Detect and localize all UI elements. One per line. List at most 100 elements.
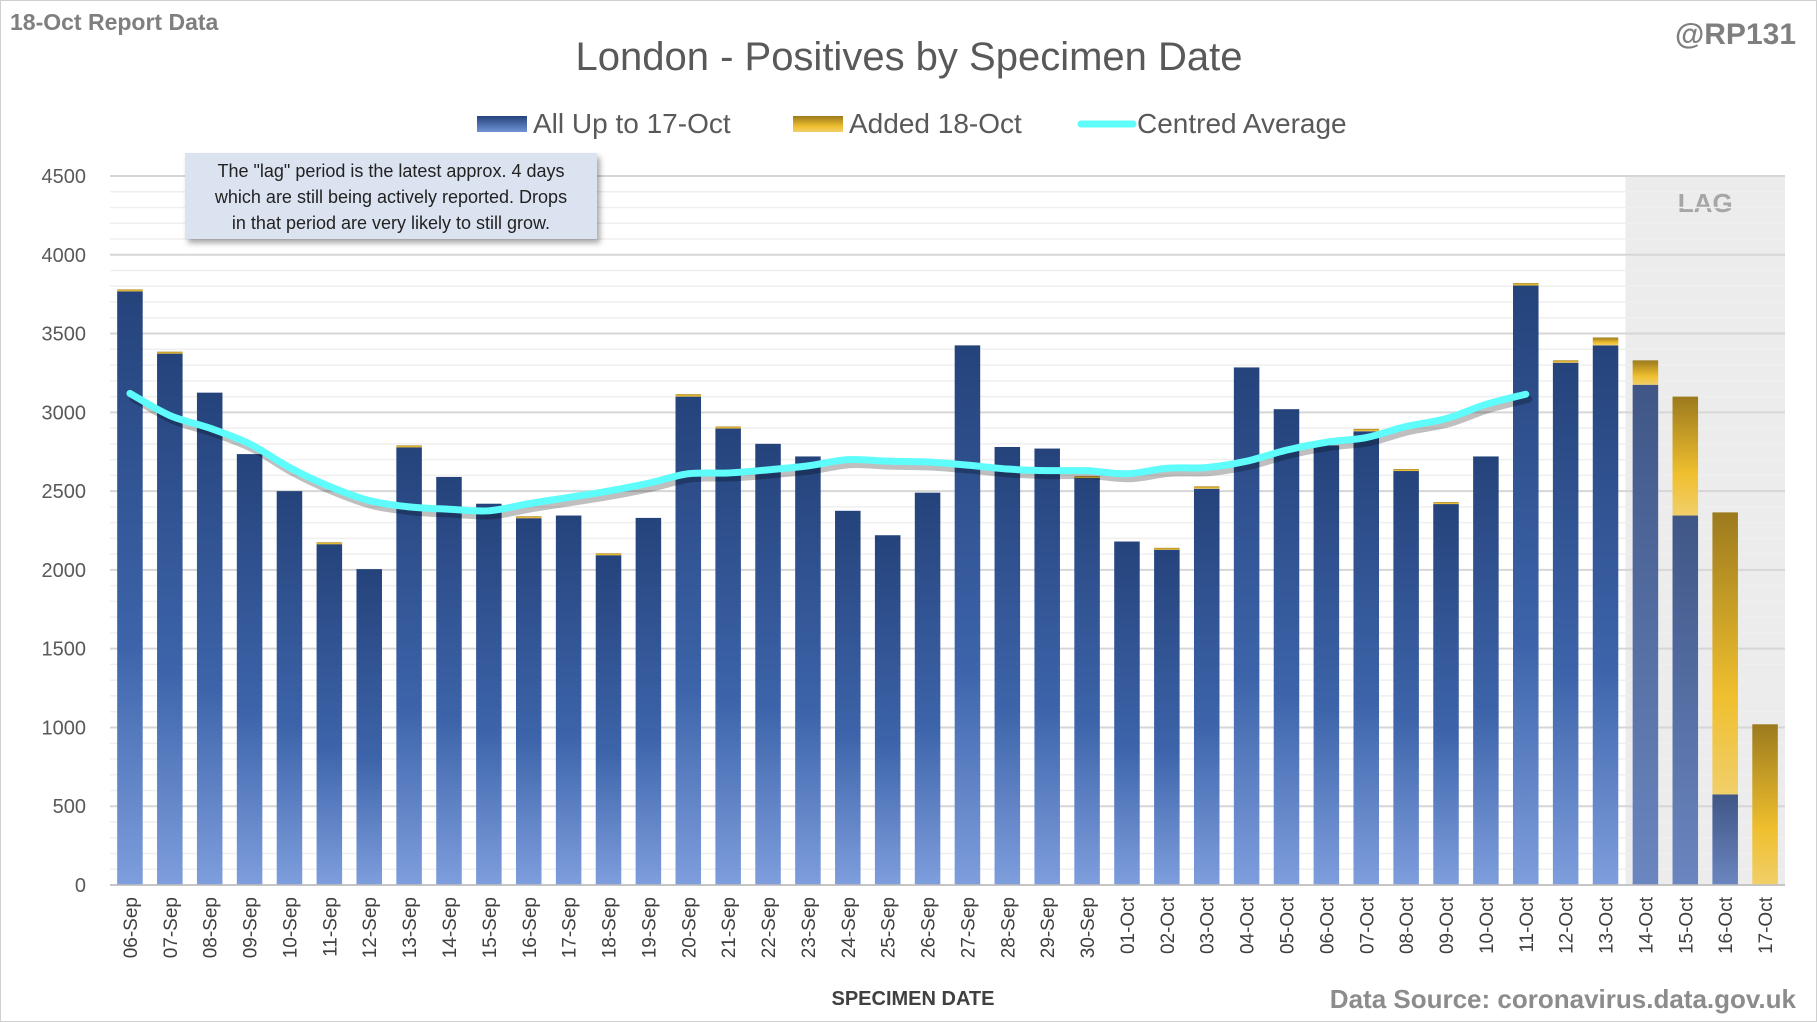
bar-added-18-oct xyxy=(715,426,741,429)
x-tick-label: 15-Sep xyxy=(480,897,501,958)
bar-all-up-to-17-oct xyxy=(1473,456,1499,885)
bar-all-up-to-17-oct xyxy=(1313,445,1340,885)
bar-all-up-to-17-oct xyxy=(436,476,462,885)
legend-label-all: All Up to 17-Oct xyxy=(533,108,731,139)
bar-all-up-to-17-oct xyxy=(755,443,781,885)
x-tick-label: 13-Oct xyxy=(1597,896,1618,954)
y-tick-label: 1500 xyxy=(42,639,87,661)
x-tick-label: 12-Oct xyxy=(1557,896,1578,954)
annotation-line: in that period are very likely to still … xyxy=(232,213,550,233)
legend-swatch-added xyxy=(793,116,843,132)
bar-added-18-oct xyxy=(1592,337,1619,346)
bar-all-up-to-17-oct xyxy=(356,569,382,885)
bar-added-18-oct xyxy=(515,516,542,519)
x-tick-label: 22-Sep xyxy=(759,897,780,958)
x-tick-label: 08-Oct xyxy=(1397,896,1418,954)
legend: All Up to 17-Oct Added 18-Oct Centred Av… xyxy=(477,108,1347,139)
legend-swatch-all xyxy=(477,116,527,132)
bar-all-up-to-17-oct xyxy=(555,515,582,885)
x-tick-label: 16-Sep xyxy=(520,897,541,958)
bar-added-18-oct xyxy=(1154,547,1180,550)
bar-all-up-to-17-oct xyxy=(1154,549,1180,885)
y-tick-label: 2000 xyxy=(42,560,87,582)
bar-all-up-to-17-oct xyxy=(1672,515,1699,885)
x-tick-label: 29-Sep xyxy=(1038,897,1059,958)
y-tick-label: 4500 xyxy=(42,166,87,188)
x-tick-label: 01-Oct xyxy=(1118,896,1139,954)
x-tick-label: 14-Oct xyxy=(1636,896,1657,954)
x-tick-label: 24-Sep xyxy=(839,897,860,958)
x-tick-label: 25-Sep xyxy=(879,897,900,958)
x-tick-label: 28-Sep xyxy=(998,897,1019,958)
lag-label: LAG xyxy=(1678,188,1733,218)
handle: @RP131 xyxy=(1675,18,1796,51)
bar-all-up-to-17-oct xyxy=(1034,448,1060,885)
bar-all-up-to-17-oct xyxy=(515,517,542,885)
bar-all-up-to-17-oct xyxy=(1712,794,1738,885)
bar-added-18-oct xyxy=(1433,502,1459,505)
bar-all-up-to-17-oct xyxy=(1632,384,1659,885)
bar-all-up-to-17-oct xyxy=(1513,285,1539,885)
bar-all-up-to-17-oct xyxy=(476,503,502,885)
bar-all-up-to-17-oct xyxy=(914,492,941,885)
x-tick-label: 19-Sep xyxy=(639,897,660,958)
bar-added-18-oct xyxy=(1513,283,1539,286)
bar-added-18-oct xyxy=(117,289,143,292)
centred-average-line xyxy=(126,389,1530,515)
x-tick-label: 16-Oct xyxy=(1716,896,1737,954)
bar-all-up-to-17-oct xyxy=(1393,470,1419,885)
x-tick-label: 27-Sep xyxy=(958,897,979,958)
x-tick-label: 09-Sep xyxy=(241,897,262,958)
bar-all-up-to-17-oct xyxy=(1273,409,1300,885)
bar-all-up-to-17-oct xyxy=(1353,431,1380,885)
x-tick-label: 20-Sep xyxy=(679,897,700,958)
bar-all-up-to-17-oct xyxy=(1193,488,1220,885)
bar-added-18-oct xyxy=(1632,360,1659,385)
annotation-line: The "lag" period is the latest approx. 4… xyxy=(218,161,565,181)
x-tick-label: 07-Oct xyxy=(1357,896,1378,954)
bar-all-up-to-17-oct xyxy=(954,345,981,886)
x-tick-label: 18-Sep xyxy=(600,897,621,958)
y-tick-label: 0 xyxy=(75,875,86,897)
bar-all-up-to-17-oct xyxy=(1433,503,1459,885)
x-tick-label: 15-Oct xyxy=(1676,896,1697,954)
x-tick-label: 30-Sep xyxy=(1078,897,1099,958)
x-tick-label: 12-Sep xyxy=(360,897,381,958)
bar-all-up-to-17-oct xyxy=(157,353,183,885)
bar-added-18-oct xyxy=(316,542,343,545)
x-tick-label: 07-Sep xyxy=(161,897,182,958)
bar-all-up-to-17-oct xyxy=(994,446,1021,885)
bar-all-up-to-17-oct xyxy=(276,491,303,885)
bar-all-up-to-17-oct xyxy=(316,543,343,885)
x-tick-label: 13-Sep xyxy=(400,897,421,958)
x-tick-label: 26-Sep xyxy=(919,897,940,958)
bar-added-18-oct xyxy=(1712,512,1738,795)
x-tick-label: 05-Oct xyxy=(1277,896,1298,954)
bar-added-18-oct xyxy=(396,445,422,448)
x-tick-label: 06-Sep xyxy=(121,897,142,958)
bar-all-up-to-17-oct xyxy=(196,392,223,885)
bar-added-18-oct xyxy=(1672,396,1699,516)
bar-all-up-to-17-oct xyxy=(1074,476,1100,885)
y-tick-label: 1000 xyxy=(42,717,87,739)
bar-all-up-to-17-oct xyxy=(874,535,901,885)
y-tick-label: 2500 xyxy=(42,481,87,503)
bar-all-up-to-17-oct xyxy=(1233,367,1260,885)
x-tick-label: 02-Oct xyxy=(1158,896,1179,954)
bar-all-up-to-17-oct xyxy=(396,446,422,885)
bar-added-18-oct xyxy=(1193,486,1220,489)
x-tick-label: 03-Oct xyxy=(1198,896,1219,954)
average-line-shadow xyxy=(129,394,1533,520)
bar-added-18-oct xyxy=(1074,476,1100,479)
bar-all-up-to-17-oct xyxy=(635,517,662,885)
y-tick-label: 4000 xyxy=(42,245,87,267)
bar-added-18-oct xyxy=(1393,469,1419,472)
bar-all-up-to-17-oct xyxy=(715,428,741,885)
y-tick-label: 500 xyxy=(53,796,86,818)
bar-all-up-to-17-oct xyxy=(1592,345,1619,886)
x-tick-label: 17-Sep xyxy=(560,897,581,958)
x-tick-label: 10-Oct xyxy=(1477,896,1498,954)
y-tick-label: 3000 xyxy=(42,402,87,424)
bar-added-18-oct xyxy=(1552,360,1579,363)
